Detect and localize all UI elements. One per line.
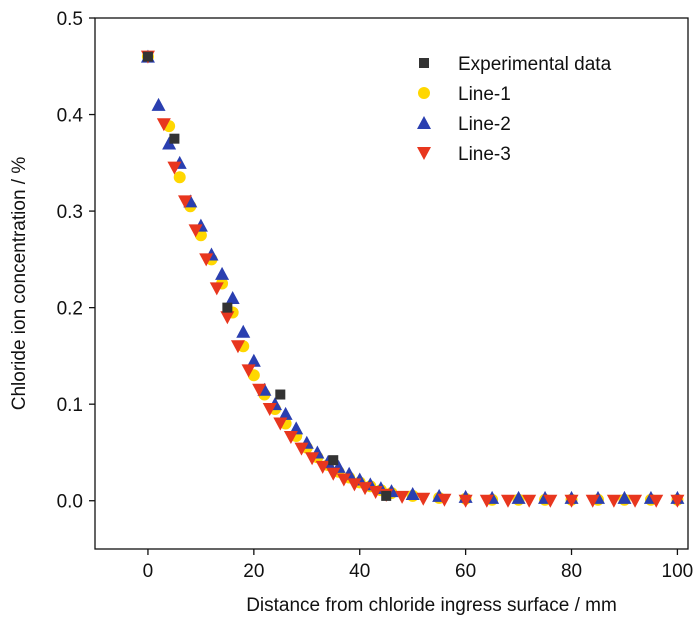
legend-marker [417, 147, 431, 160]
data-point [273, 417, 288, 431]
data-point [328, 455, 339, 466]
data-point [347, 478, 362, 492]
data-point [222, 302, 233, 313]
legend-label: Line-2 [458, 114, 511, 135]
y-axis-title: Chloride ion concentration / % [9, 157, 30, 411]
data-point [225, 290, 240, 304]
data-point [173, 171, 186, 184]
data-point [262, 403, 277, 417]
legend-marker [418, 87, 430, 99]
legend-marker [419, 58, 429, 68]
data-point [246, 353, 261, 367]
data-point [169, 133, 180, 144]
series-line-2 [140, 49, 685, 504]
data-point [199, 253, 214, 267]
data-point [305, 452, 320, 466]
data-point [381, 490, 392, 501]
data-point [522, 494, 537, 508]
data-point [178, 195, 193, 209]
legend-item: Line-1 [418, 84, 511, 105]
y-tick-label: 0.4 [57, 106, 84, 127]
y-tick-label: 0.2 [57, 299, 83, 320]
data-point [188, 224, 203, 238]
plot-border [94, 17, 689, 550]
x-tick-label: 80 [561, 561, 582, 582]
data-point [283, 431, 298, 445]
ticks-layer: 0 20 40 60 80 100 0.0 0.1 0.2 0.3 0.4 0.5 [57, 9, 694, 582]
data-point [215, 266, 230, 280]
data-point [275, 389, 286, 400]
y-tick-label: 0.1 [57, 395, 83, 416]
data-point [336, 473, 351, 487]
legend-marker [417, 116, 431, 129]
data-point [543, 494, 558, 508]
legend-item: Experimental data [419, 54, 612, 75]
data-point [252, 383, 267, 397]
x-tick-label: 40 [349, 561, 370, 582]
plot-frame [94, 17, 689, 550]
data-point [236, 324, 251, 338]
x-tick-label: 20 [243, 561, 264, 582]
legend: Experimental data Line-1 Line-2 Line-3 [417, 54, 612, 165]
data-point [649, 494, 664, 508]
data-point [564, 494, 579, 508]
data-point [585, 494, 600, 508]
data-point [167, 161, 182, 175]
data-point [230, 340, 245, 354]
data-point [405, 486, 420, 500]
data-point [209, 282, 224, 296]
data-point [358, 482, 373, 496]
legend-item: Line-2 [417, 114, 511, 135]
series-line-3 [140, 50, 685, 508]
data-point [395, 490, 410, 504]
data-point [416, 492, 431, 506]
x-tick-label: 100 [662, 561, 694, 582]
legend-label: Line-1 [458, 84, 511, 105]
data-point [294, 442, 309, 456]
data-point [315, 460, 330, 474]
legend-label: Experimental data [458, 54, 612, 75]
data-point [162, 136, 177, 150]
data-point [628, 494, 643, 508]
x-tick-label: 60 [455, 561, 476, 582]
data-point [368, 486, 383, 500]
y-tick-label: 0.5 [57, 9, 83, 30]
data-point [278, 406, 293, 420]
x-tick-label: 0 [143, 561, 154, 582]
data-point [500, 494, 515, 508]
data-point [156, 118, 171, 132]
data-point [142, 51, 153, 62]
series-experimental-data [142, 51, 392, 501]
legend-item: Line-3 [417, 144, 511, 165]
marks-layer [140, 49, 685, 508]
data-point [670, 494, 685, 508]
legend-label: Line-3 [458, 144, 511, 165]
data-point [220, 311, 235, 325]
data-point [606, 494, 621, 508]
y-tick-label: 0.3 [57, 202, 83, 223]
data-point [458, 494, 473, 508]
x-axis-title: Distance from chloride ingress surface /… [246, 595, 617, 616]
data-point [479, 494, 494, 508]
data-point [241, 364, 256, 378]
data-point [617, 490, 632, 504]
y-tick-label: 0.0 [57, 492, 83, 513]
data-point [511, 490, 526, 504]
data-point [437, 493, 452, 507]
data-point [326, 467, 341, 481]
data-point [151, 97, 166, 111]
